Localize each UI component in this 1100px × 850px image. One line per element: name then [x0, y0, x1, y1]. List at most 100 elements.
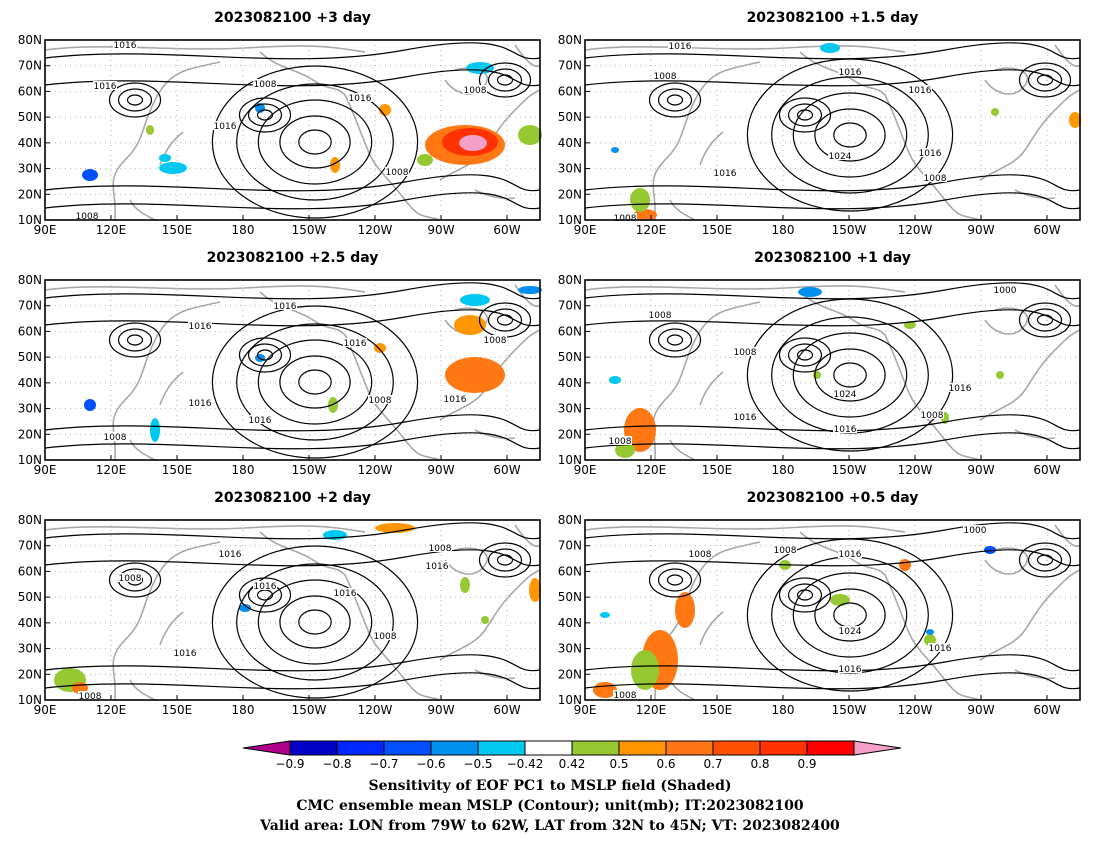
contour-label: 1008 [614, 691, 637, 701]
map-panel-3: 2023082100 +2.5 day101610161016101610161… [18, 250, 542, 477]
lat-tick-label: 10N [558, 453, 582, 467]
isobar-high [792, 92, 908, 178]
isobar-high [257, 579, 373, 665]
shading-patch [899, 559, 911, 571]
lat-tick-label: 10N [18, 453, 42, 467]
coastline [1054, 44, 1081, 67]
contour-label-bg [253, 79, 277, 88]
isobar-low [657, 328, 693, 352]
contour-label-bg [838, 664, 862, 673]
contour-label: 1016 [929, 644, 952, 654]
isobar [44, 174, 541, 192]
isobar-low [487, 308, 523, 332]
map-frame [44, 39, 541, 221]
lon-tick-label: 120E [636, 703, 667, 717]
coastline [1014, 189, 1056, 200]
colorbar-min-arrow [242, 740, 291, 756]
lon-tick-label: 90E [574, 223, 597, 237]
lat-tick-label: 70N [18, 539, 42, 553]
lat-tick-label: 40N [558, 616, 582, 630]
lon-tick-label: 150W [832, 703, 867, 717]
shading-patch [460, 294, 490, 306]
contour-label-bg [103, 432, 127, 441]
coastline [1014, 429, 1056, 440]
coastline [474, 189, 516, 200]
contour-label: 1016 [334, 589, 357, 599]
isobar-high [298, 609, 332, 635]
contour-label-bg [733, 347, 757, 356]
contour-labels: 1008 1008 1000 1024 1016 1016 1016 1008 1008 [608, 285, 1017, 447]
colorbar-label: −0.5 [463, 757, 492, 771]
lon-tick-label: 90W [427, 463, 454, 477]
isobar-high [833, 362, 867, 388]
contour-label-bg [833, 389, 857, 398]
coastline [584, 525, 906, 533]
contour-label: 1016 [94, 82, 117, 92]
lon-tick-label: 90E [34, 463, 57, 477]
isobar-low [648, 562, 702, 598]
lon-tick-label: 60W [493, 463, 520, 477]
lat-tick-label: 80N [18, 273, 42, 287]
lon-tick-label: 150W [832, 463, 867, 477]
lon-tick-label: 90W [427, 223, 454, 237]
contour-label: 1008 [921, 411, 944, 421]
isobar-low [247, 343, 283, 367]
isobar-low [238, 337, 292, 373]
colorbar-label: 0.42 [559, 757, 586, 771]
lon-tick-label: 120W [898, 463, 933, 477]
panel-title: 2023082100 +0.5 day [747, 490, 919, 506]
contour-label-bg [838, 549, 862, 558]
isobar-high [279, 355, 351, 409]
isobar-high [257, 339, 373, 425]
shading-patch [459, 135, 487, 151]
contour-label-bg [773, 545, 797, 554]
lon-tick-label: 180 [772, 223, 795, 237]
map-panel-1: 2023082100 +3 day 1016 1016 1016 1008 1016 100… [18, 10, 542, 237]
colorbar-label: −0.6 [416, 757, 445, 771]
contour-label-bg [373, 631, 397, 640]
coastlines [584, 44, 1081, 221]
isobar [584, 309, 1081, 327]
isobar-low [1027, 308, 1063, 332]
shading-patch [926, 629, 934, 635]
contour-label-bg [113, 40, 137, 49]
contour-labels: 1008 1008 1016 1000 1024 1016 1016 1008 [613, 525, 987, 701]
lat-tick-label: 50N [18, 110, 42, 124]
contour-label-bg [368, 395, 392, 404]
contour-label-bg [833, 424, 857, 433]
lat-tick-label: 40N [18, 616, 42, 630]
lon-tick-label: 120W [358, 223, 393, 237]
isobar-low [117, 328, 153, 352]
contour-label: 1008 [614, 214, 637, 224]
contour-label-bg [213, 121, 237, 130]
isobar-high [814, 348, 886, 402]
lat-tick-label: 50N [558, 350, 582, 364]
contour-label-bg [668, 41, 692, 50]
isobar-low [787, 103, 823, 127]
isobar-high [279, 595, 351, 649]
lon-tick-label: 180 [772, 703, 795, 717]
lat-tick-label: 80N [18, 513, 42, 527]
contour-label: 1008 [76, 212, 99, 222]
contour-labels: 1016 1008 1016 1016 1024 1016 1016 1008 1008 [613, 41, 947, 224]
isobar-high [211, 305, 419, 459]
contour-label-bg [428, 543, 452, 552]
contour-label: 1024 [829, 152, 852, 162]
contour-label-bg [425, 561, 449, 570]
lat-tick-label: 20N [558, 667, 582, 681]
contour-label-bg [948, 383, 972, 392]
lon-tick-label: 90E [34, 703, 57, 717]
contour-label: 1008 [464, 86, 487, 96]
coastline [344, 334, 441, 461]
contour-label: 1016 [249, 416, 272, 426]
isobar [584, 174, 1081, 192]
contour-label-bg [923, 173, 947, 182]
lat-tick-label: 50N [558, 590, 582, 604]
contour-label-bg [908, 85, 932, 94]
lon-tick-label: 150E [162, 703, 193, 717]
colorbar-label: 0.6 [656, 757, 675, 771]
isobar-high [792, 572, 908, 658]
map-frame [44, 279, 541, 461]
lat-tick-label: 40N [18, 136, 42, 150]
shading-patch [904, 321, 916, 329]
